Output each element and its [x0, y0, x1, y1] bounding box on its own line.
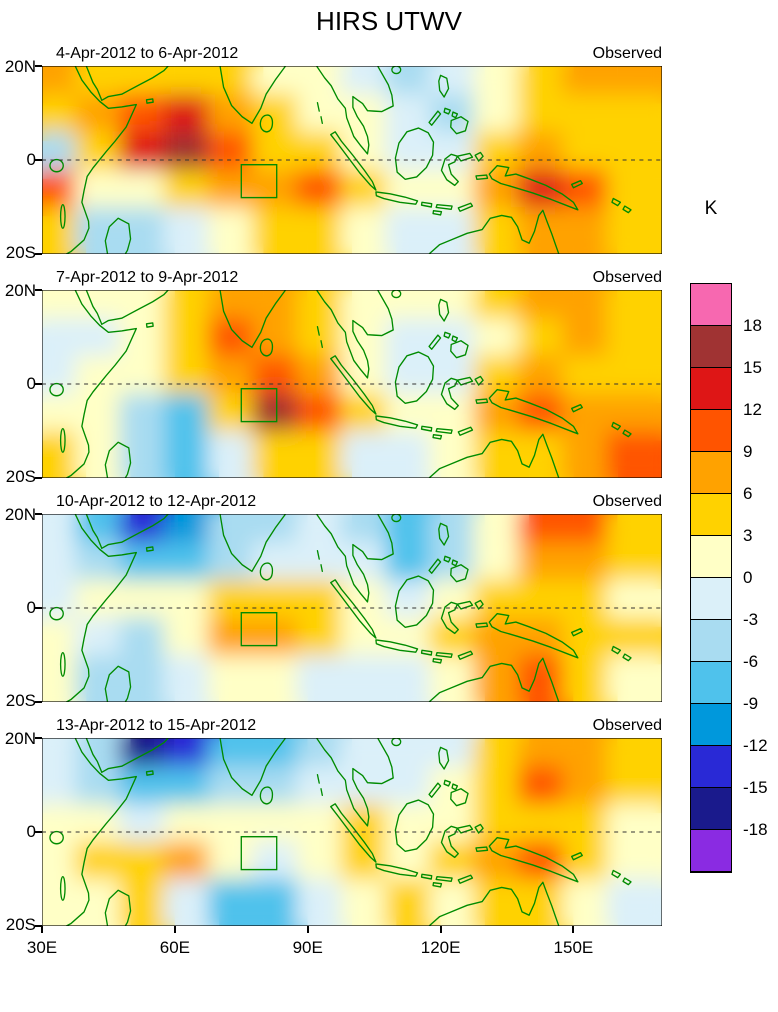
map-plot	[42, 290, 662, 478]
map-plot-wrap: 20N 0 20S	[5, 57, 662, 262]
map-field-canvas	[42, 514, 662, 702]
colorbar-title: K	[704, 198, 718, 219]
colorbar-segment	[691, 536, 731, 578]
colorbar-segment	[691, 368, 731, 410]
lat-tick	[35, 925, 42, 927]
map-panel-4: 13-Apr-2012 to 15-Apr-2012 Observed 20N …	[5, 702, 662, 934]
colorbar-segment	[691, 452, 731, 494]
lat-tick-label: 20N	[4, 505, 36, 524]
lat-tick	[35, 607, 42, 609]
panel-header: 13-Apr-2012 to 15-Apr-2012 Observed	[42, 702, 662, 738]
colorbar-segment	[691, 788, 731, 830]
lat-tick-label: 0	[26, 822, 36, 841]
map-field-canvas	[42, 66, 662, 254]
lon-axis: 30E 60E 90E 120E 150E	[27, 926, 662, 962]
colorbar-tick-label: 6	[743, 484, 753, 503]
lat-tick-label: 20S	[5, 467, 36, 486]
map-panels: 4-Apr-2012 to 6-Apr-2012 Observed 20N 0 …	[5, 30, 662, 962]
lat-tick	[35, 513, 42, 515]
colorbar-tick-label: 15	[743, 358, 762, 377]
colorbar-tick-label: -6	[743, 652, 759, 671]
lat-tick	[35, 289, 42, 291]
lat-tick-label: 20N	[4, 281, 36, 300]
lat-tick	[35, 737, 42, 739]
lon-tick-label: 90E	[292, 938, 323, 957]
study-region-box	[240, 611, 278, 647]
colorbar-tick-label: -15	[743, 778, 768, 797]
colorbar-tick-label: -12	[743, 736, 768, 755]
colorbar-segment	[691, 746, 731, 788]
colorbar-segment	[691, 284, 731, 326]
map-panel-3: 10-Apr-2012 to 12-Apr-2012 Observed 20N …	[5, 478, 662, 710]
colorbar-tick-label: 9	[743, 442, 753, 461]
lat-tick-label: 0	[26, 374, 36, 393]
lon-tick-label: 60E	[159, 938, 190, 957]
map-field-canvas	[42, 738, 662, 926]
panel-source-label: Observed	[592, 493, 662, 510]
panel-header: 4-Apr-2012 to 6-Apr-2012 Observed	[42, 30, 662, 66]
figure-title: HIRS UTWV	[316, 6, 462, 36]
colorbar-segment	[691, 620, 731, 662]
map-panel-2: 7-Apr-2012 to 9-Apr-2012 Observed 20N 0 …	[5, 254, 662, 486]
colorbar-tick-label: -9	[743, 694, 759, 713]
lon-tick	[439, 926, 442, 933]
colorbar-segment	[691, 578, 731, 620]
colorbar-segment	[691, 326, 731, 368]
map-plot-wrap: 20N 0 20S	[5, 729, 662, 934]
lat-tick-label: 20S	[5, 691, 36, 710]
lon-tick-label: 120E	[420, 938, 461, 957]
colorbar-segment	[691, 494, 731, 536]
lon-tick	[306, 926, 309, 933]
colorbar-tick-label: 12	[743, 400, 762, 419]
lat-tick-label: 20S	[5, 243, 36, 262]
lon-tick-label: 150E	[553, 938, 594, 957]
colorbar-tick-label: 3	[743, 526, 753, 545]
map-panel-1: 4-Apr-2012 to 6-Apr-2012 Observed 20N 0 …	[5, 30, 662, 262]
panel-date-label: 10-Apr-2012 to 12-Apr-2012	[56, 493, 257, 510]
lat-tick-label: 0	[26, 150, 36, 169]
lon-tick	[173, 926, 176, 933]
panel-date-label: 4-Apr-2012 to 6-Apr-2012	[56, 45, 239, 62]
lon-tick-label: 30E	[26, 938, 58, 957]
lat-tick-label: 20S	[5, 915, 36, 934]
panel-header: 7-Apr-2012 to 9-Apr-2012 Observed	[42, 254, 662, 290]
panel-date-label: 13-Apr-2012 to 15-Apr-2012	[56, 717, 257, 734]
map-plot	[42, 66, 662, 254]
panel-source-label: Observed	[592, 45, 662, 62]
colorbar-segment	[691, 704, 731, 746]
map-plot	[42, 738, 662, 926]
lat-tick	[35, 477, 42, 479]
lat-tick	[35, 65, 42, 67]
colorbar-tick-label: -3	[743, 610, 759, 629]
lat-tick-label: 20N	[4, 729, 36, 748]
colorbar-tick-label: 18	[743, 316, 762, 335]
panel-date-label: 7-Apr-2012 to 9-Apr-2012	[56, 269, 239, 286]
lat-tick-label: 20N	[4, 57, 36, 76]
colorbar: 18 15 12 9 6 3 0 -3 -6 -9 -12 -15 -18	[690, 283, 768, 873]
lon-tick	[41, 926, 43, 933]
lat-tick	[35, 383, 42, 385]
colorbar-segment	[691, 830, 731, 872]
lat-tick-label: 0	[26, 598, 36, 617]
lat-tick	[35, 701, 42, 703]
study-region-box	[240, 387, 278, 423]
lat-tick	[35, 253, 42, 255]
lon-tick	[572, 926, 575, 933]
map-plot	[42, 514, 662, 702]
colorbar-segment	[691, 410, 731, 452]
panel-header: 10-Apr-2012 to 12-Apr-2012 Observed	[42, 478, 662, 514]
colorbar-tick-label: 0	[743, 568, 753, 587]
colorbar-tick-label: -18	[743, 820, 768, 839]
study-region-box	[240, 835, 278, 871]
panel-source-label: Observed	[592, 269, 662, 286]
panel-source-label: Observed	[592, 717, 662, 734]
map-plot-wrap: 20N 0 20S	[5, 281, 662, 486]
colorbar-segment	[691, 662, 731, 704]
lat-tick	[35, 831, 42, 833]
lat-tick	[35, 159, 42, 161]
map-plot-wrap: 20N 0 20S	[5, 505, 662, 710]
study-region-box	[240, 163, 278, 199]
map-field-canvas	[42, 290, 662, 478]
